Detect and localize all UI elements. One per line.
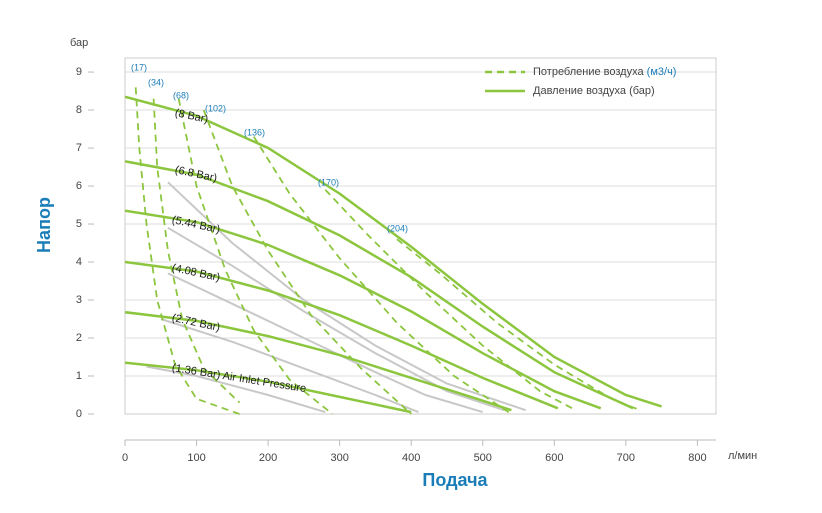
- y-tick-label: 5: [76, 218, 82, 230]
- x-tick-label: 200: [259, 452, 277, 464]
- legend-text: Потребление воздуха: [533, 66, 644, 78]
- x-tick-label: 0: [122, 452, 128, 464]
- y-tick-label: 4: [76, 256, 82, 268]
- consumption-curve: [134, 87, 240, 415]
- consumption-curve: [202, 109, 412, 415]
- consumption-label: (68): [173, 90, 189, 100]
- y-tick-label: 7: [76, 142, 82, 154]
- y-tick-label: 1: [76, 370, 82, 382]
- x-tick-label: 500: [474, 452, 492, 464]
- consumption-curve: [152, 98, 241, 404]
- y-unit: бар: [70, 37, 88, 49]
- pressure-curve: [124, 160, 634, 410]
- consumption-label: (17): [131, 62, 147, 72]
- pressure-label: (1.36 Bar) Air Inlet Pressure: [171, 362, 307, 395]
- x-tick-label: 800: [688, 452, 706, 464]
- consumption-label: (136): [244, 127, 265, 137]
- consumption-label: (170): [318, 177, 339, 187]
- pressure-curve: [167, 181, 527, 412]
- x-tick-label: 400: [402, 452, 420, 464]
- consumption-label: (34): [148, 77, 164, 87]
- x-tick-label: 700: [617, 452, 635, 464]
- y-tick-label: 0: [76, 408, 82, 420]
- consumption-label: (204): [387, 223, 408, 233]
- legend-label: Потребление воздуха (м3/ч): [533, 66, 676, 78]
- x-unit: л/мин: [728, 450, 757, 462]
- consumption-label: (102): [205, 103, 226, 113]
- pressure-curve: [146, 365, 326, 414]
- plot-frame: [124, 57, 717, 415]
- pressure-label: (5.44 Bar): [171, 214, 221, 236]
- pressure-curve: [124, 361, 412, 414]
- legend-text: Давление воздуха (бар): [533, 85, 655, 97]
- y-tick-label: 3: [76, 294, 82, 306]
- x-tick-label: 600: [545, 452, 563, 464]
- y-tick-label: 8: [76, 104, 82, 116]
- legend-unit: (м3/ч): [647, 66, 677, 78]
- pressure-curve: [124, 209, 602, 410]
- pressure-curve: [124, 260, 559, 410]
- y-tick-label: 9: [76, 66, 82, 78]
- consumption-curve: [177, 98, 334, 415]
- y-tick-label: 6: [76, 180, 82, 192]
- legend-label: Давление воздуха (бар): [533, 85, 655, 97]
- y-axis-label: Напор: [34, 197, 54, 253]
- pressure-curve: [124, 95, 662, 408]
- pressure-label: (4.08 Bar): [171, 262, 221, 284]
- y-tick-label: 2: [76, 332, 82, 344]
- x-tick-label: 100: [187, 452, 205, 464]
- legend: [478, 60, 714, 102]
- pressure-curve: [160, 318, 419, 414]
- x-tick-label: 300: [330, 452, 348, 464]
- consumption-curve: [324, 189, 577, 411]
- pressure-curve: [167, 226, 505, 412]
- pressure-curve: [124, 310, 512, 412]
- x-axis-label: Подача: [422, 470, 488, 490]
